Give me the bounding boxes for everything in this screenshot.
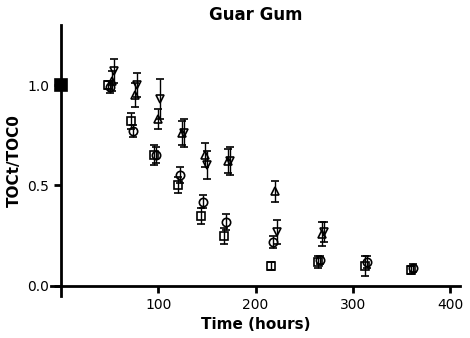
Title: Guar Gum: Guar Gum (209, 5, 302, 24)
Y-axis label: TOCt/TOC0: TOCt/TOC0 (7, 114, 22, 207)
X-axis label: Time (hours): Time (hours) (201, 317, 310, 332)
